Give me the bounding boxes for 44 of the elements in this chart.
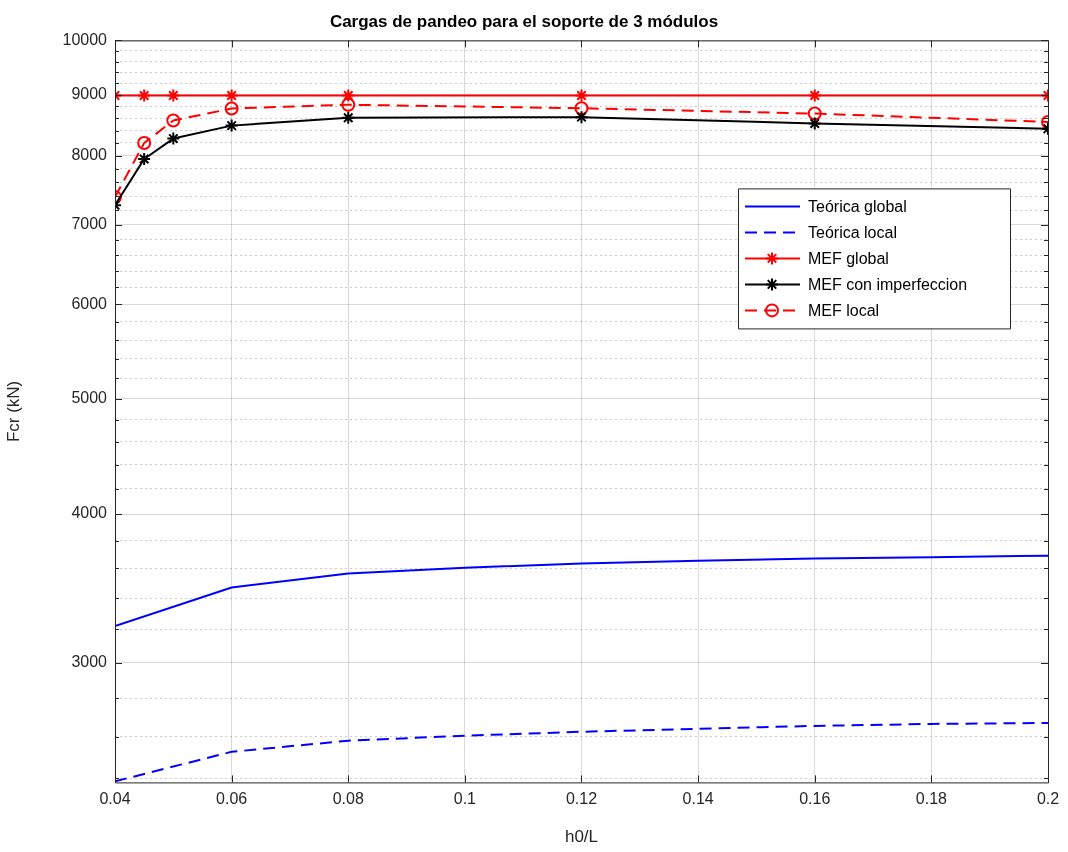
- y-tick-label: 5000: [71, 389, 108, 407]
- x-tick-label: 0.14: [682, 790, 714, 808]
- y-tick-label: 6000: [71, 294, 108, 312]
- legend-label: Teórica global: [808, 197, 907, 215]
- point: [341, 110, 356, 125]
- x-tick-label: 0.2: [1036, 790, 1060, 808]
- point: [574, 101, 589, 116]
- point: [341, 88, 356, 103]
- y-axis-title: Fcr (kN): [3, 380, 23, 443]
- y-tick-label: 10000: [62, 30, 108, 48]
- point: [166, 113, 181, 128]
- legend-label: MEF global: [808, 249, 889, 267]
- point: [807, 88, 822, 103]
- point: [574, 88, 589, 103]
- legend-label: MEF local: [808, 301, 880, 319]
- x-tick-label: 0.18: [915, 790, 948, 808]
- y-tick-label: 3000: [71, 653, 108, 671]
- y-tick-label: 8000: [71, 146, 108, 164]
- x-tick-label: 0.06: [216, 790, 248, 808]
- y-tick-label: 7000: [71, 215, 108, 233]
- x-tick-label: 0.12: [565, 790, 598, 808]
- x-tick-label: 0.16: [799, 790, 831, 808]
- legend-label: Teórica local: [808, 223, 897, 241]
- chart-title: Cargas de pandeo para el soporte de 3 módulos: [329, 11, 719, 31]
- point: [341, 97, 356, 112]
- point: [137, 151, 152, 166]
- x-tick-label: 0.08: [332, 790, 364, 808]
- y-tick-label: 4000: [71, 504, 108, 522]
- legend-label: MEF con imperfeccion: [808, 275, 968, 293]
- x-tick-label: 0.04: [99, 790, 131, 808]
- point: [137, 135, 152, 150]
- x-axis-title: h0/L: [564, 827, 599, 847]
- point: [166, 88, 181, 103]
- point: [224, 118, 239, 133]
- point: [166, 131, 181, 146]
- point: [224, 88, 239, 103]
- line-series: [115, 721, 1048, 783]
- point: [224, 101, 239, 116]
- y-tick-label: 9000: [71, 85, 108, 103]
- x-tick-label: 0.1: [453, 790, 477, 808]
- point: [137, 88, 152, 103]
- point: [807, 106, 822, 121]
- point: [574, 110, 589, 125]
- point: [807, 116, 822, 131]
